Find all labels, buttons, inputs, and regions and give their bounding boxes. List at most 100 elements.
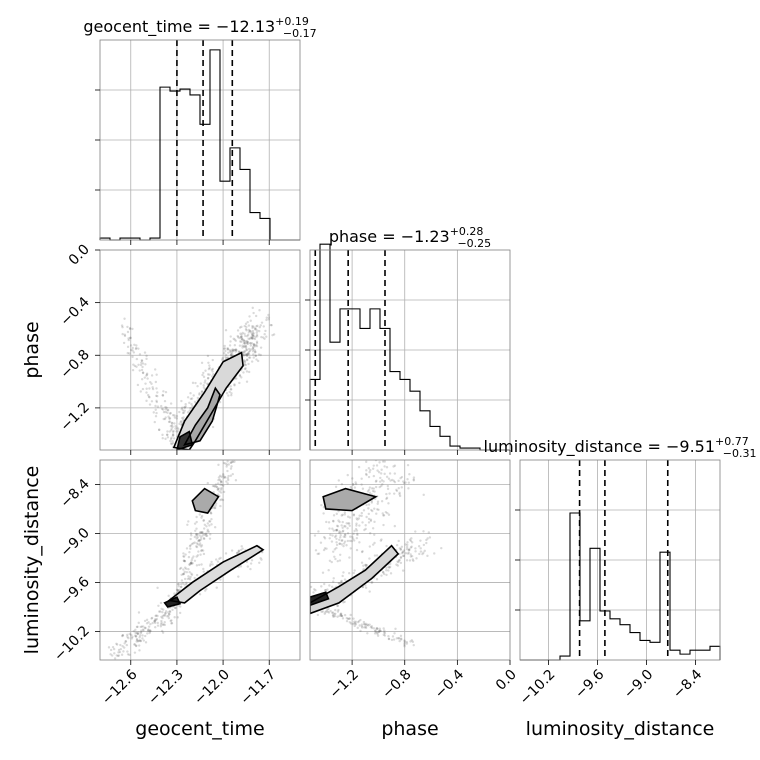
sample-point bbox=[243, 354, 246, 357]
sample-point bbox=[271, 333, 274, 337]
histogram-panel-luminosity_distance bbox=[515, 459, 721, 665]
sample-point bbox=[253, 337, 257, 341]
sample-point bbox=[134, 644, 138, 648]
sample-point bbox=[162, 410, 166, 414]
histogram-bar bbox=[350, 309, 360, 450]
sample-point bbox=[247, 324, 251, 327]
sample-point bbox=[376, 634, 380, 637]
sample-point bbox=[224, 552, 228, 555]
sample-point bbox=[179, 582, 183, 586]
sample-point bbox=[356, 532, 359, 536]
grid-lines bbox=[310, 250, 510, 450]
sample-point bbox=[371, 543, 375, 546]
sample-point bbox=[169, 402, 173, 405]
sample-point bbox=[133, 643, 136, 646]
sample-point bbox=[179, 585, 183, 589]
sample-point bbox=[360, 483, 363, 486]
sample-point bbox=[226, 477, 230, 480]
sample-point bbox=[121, 326, 124, 329]
histogram-bar bbox=[700, 650, 710, 660]
sample-point bbox=[194, 381, 197, 385]
sample-point bbox=[404, 481, 407, 484]
sample-point bbox=[214, 502, 218, 505]
sample-point bbox=[241, 547, 244, 550]
sample-point bbox=[408, 548, 411, 552]
sample-point bbox=[193, 400, 197, 404]
sample-point bbox=[350, 539, 354, 543]
sample-point bbox=[164, 408, 167, 411]
sample-point bbox=[354, 623, 358, 626]
sample-point bbox=[136, 383, 140, 387]
sample-point bbox=[409, 539, 413, 543]
histogram-bar bbox=[260, 218, 270, 240]
density-fill bbox=[173, 352, 244, 450]
histogram-bar bbox=[230, 148, 240, 240]
sample-point bbox=[220, 486, 223, 490]
sample-point bbox=[145, 357, 148, 361]
sample-point bbox=[341, 513, 344, 517]
sample-point bbox=[372, 627, 376, 630]
sample-point bbox=[190, 402, 193, 406]
sample-point bbox=[332, 577, 335, 580]
sample-point bbox=[222, 476, 226, 479]
sample-point bbox=[343, 535, 347, 539]
sample-point bbox=[373, 520, 376, 524]
sample-point bbox=[388, 565, 392, 569]
sample-point bbox=[154, 618, 157, 621]
sample-point bbox=[147, 628, 150, 631]
sample-point bbox=[361, 521, 364, 524]
histogram-bar bbox=[580, 621, 590, 660]
sample-point bbox=[155, 617, 158, 621]
sample-point bbox=[130, 633, 133, 637]
sample-point bbox=[189, 537, 192, 541]
sample-point bbox=[373, 632, 377, 635]
sample-point bbox=[141, 628, 145, 631]
sample-point bbox=[161, 614, 165, 618]
sample-point bbox=[217, 463, 220, 467]
sample-point bbox=[196, 554, 200, 557]
sample-point bbox=[205, 382, 209, 385]
sample-point bbox=[152, 411, 155, 414]
sample-point bbox=[183, 570, 186, 573]
sample-point bbox=[150, 617, 153, 620]
sample-point bbox=[188, 563, 191, 566]
x-tick-label: 0.0 bbox=[493, 667, 520, 694]
sample-point bbox=[253, 349, 257, 352]
sample-point bbox=[397, 539, 400, 543]
sample-point bbox=[202, 537, 206, 540]
sample-point bbox=[208, 537, 212, 540]
sample-point bbox=[140, 359, 144, 363]
sample-point bbox=[378, 629, 381, 632]
sample-point bbox=[220, 475, 223, 479]
sample-point bbox=[361, 487, 365, 490]
sample-point bbox=[209, 533, 212, 536]
histogram-step-phase bbox=[309, 243, 510, 451]
sample-point bbox=[182, 418, 185, 421]
sample-point bbox=[377, 508, 380, 511]
sample-point bbox=[160, 629, 164, 633]
sample-point bbox=[246, 353, 249, 356]
sample-point bbox=[316, 613, 320, 617]
sample-point bbox=[378, 461, 381, 464]
sample-point bbox=[224, 349, 227, 353]
sample-point bbox=[330, 560, 333, 564]
sample-point bbox=[367, 512, 371, 516]
sample-point bbox=[355, 522, 358, 525]
sample-point bbox=[168, 612, 171, 616]
sample-point bbox=[219, 491, 223, 494]
sample-point bbox=[356, 518, 359, 521]
sample-point bbox=[178, 567, 182, 571]
sample-point bbox=[237, 336, 240, 339]
sample-point bbox=[176, 616, 179, 619]
sample-point bbox=[139, 390, 142, 393]
sample-point bbox=[202, 567, 205, 571]
sample-point bbox=[347, 522, 350, 525]
sample-point bbox=[256, 329, 259, 332]
sample-point bbox=[178, 588, 181, 592]
sample-point bbox=[247, 352, 251, 356]
sample-point bbox=[149, 622, 152, 626]
sample-point bbox=[327, 611, 331, 614]
sample-point bbox=[325, 520, 328, 524]
sample-point bbox=[399, 456, 401, 458]
sample-point bbox=[181, 406, 184, 409]
